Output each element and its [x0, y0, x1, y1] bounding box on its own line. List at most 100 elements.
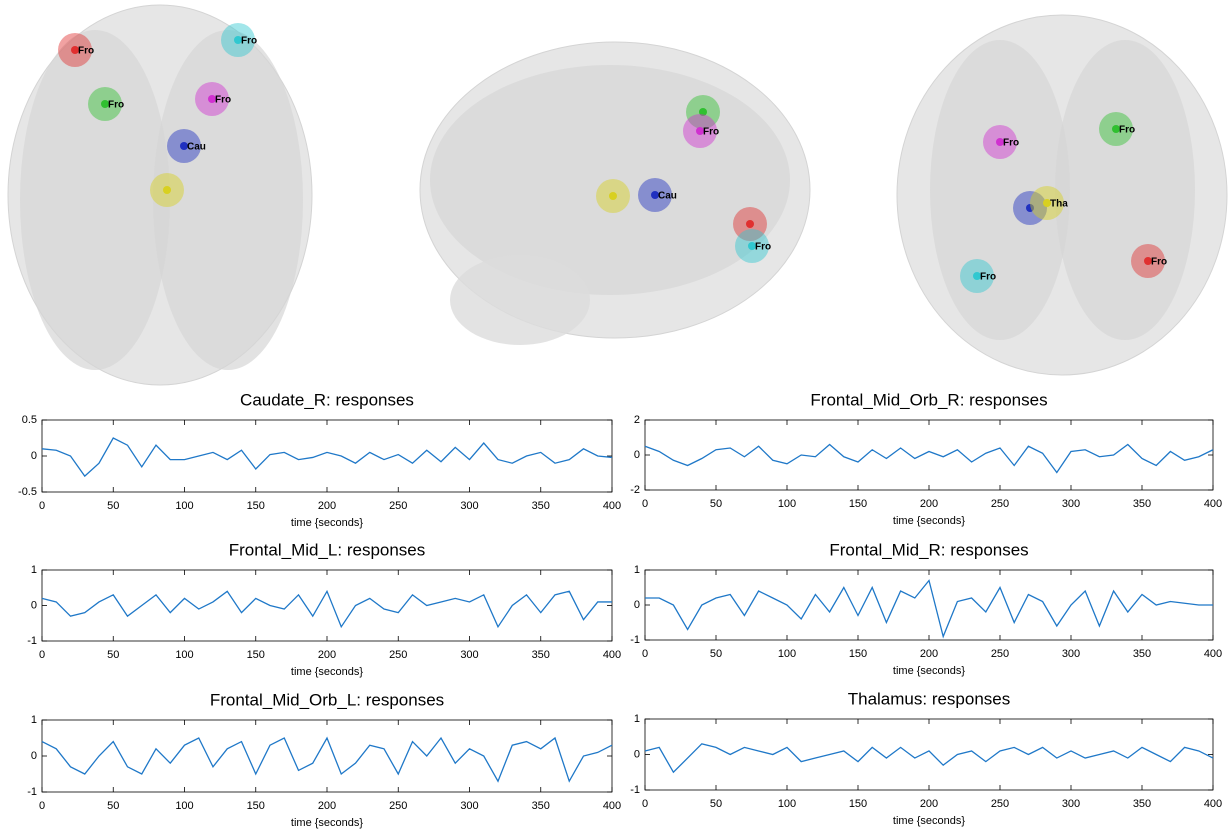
x-tick-label: 400 — [1204, 498, 1222, 510]
x-tick-label: 50 — [710, 498, 722, 510]
node-label: Fro — [1003, 138, 1019, 149]
x-tick-label: 350 — [1133, 648, 1151, 660]
x-tick-label: 400 — [603, 800, 621, 812]
y-tick-label: -0.5 — [18, 486, 37, 498]
node-label: Fro — [755, 242, 771, 253]
x-tick-label: 300 — [460, 500, 478, 512]
x-tick-label: 200 — [920, 648, 938, 660]
x-tick-label: 300 — [460, 800, 478, 812]
x-tick-label: 400 — [603, 649, 621, 661]
plot-area — [42, 570, 612, 641]
node-label: Cau — [187, 142, 206, 153]
node-label: Fro — [1119, 125, 1135, 136]
node-label: Fro — [241, 36, 257, 47]
x-tick-label: 200 — [318, 800, 336, 812]
chart-title: Frontal_Mid_L: responses — [229, 540, 426, 559]
node-label: Tha — [1050, 199, 1068, 210]
y-tick-label: 0 — [31, 750, 37, 762]
x-tick-label: 200 — [920, 498, 938, 510]
node-label: Fro — [703, 127, 719, 138]
x-tick-label: 0 — [642, 648, 648, 660]
x-tick-label: 150 — [849, 798, 867, 810]
x-axis-label: time {seconds} — [893, 815, 965, 827]
x-tick-label: 200 — [318, 500, 336, 512]
x-tick-label: 150 — [849, 498, 867, 510]
y-tick-label: 0.5 — [22, 414, 37, 426]
y-tick-label: -1 — [27, 786, 37, 798]
x-tick-label: 300 — [460, 649, 478, 661]
y-tick-label: 0 — [634, 748, 640, 760]
x-tick-label: 0 — [39, 800, 45, 812]
x-tick-label: 50 — [107, 649, 119, 661]
y-tick-label: 0 — [31, 450, 37, 462]
x-tick-label: 350 — [1133, 498, 1151, 510]
node-center — [163, 186, 171, 194]
x-tick-label: 300 — [1062, 498, 1080, 510]
chart: Caudate_R: responses time {seconds} 0 50 100… — [18, 390, 621, 528]
y-tick-label: -1 — [630, 634, 640, 646]
node-label: Fro — [78, 46, 94, 57]
y-tick-label: 1 — [634, 564, 640, 576]
x-tick-label: 0 — [642, 798, 648, 810]
node-label: Fro — [108, 100, 124, 111]
chart-title: Frontal_Mid_Orb_R: responses — [810, 390, 1047, 409]
x-tick-label: 400 — [1204, 648, 1222, 660]
x-tick-label: 300 — [1062, 798, 1080, 810]
node-center — [609, 192, 617, 200]
x-tick-label: 350 — [532, 500, 550, 512]
x-tick-label: 250 — [991, 498, 1009, 510]
chart-title: Frontal_Mid_R: responses — [829, 540, 1028, 559]
chart: Thalamus: responses time {seconds} 0 50 100 1… — [630, 689, 1222, 826]
x-tick-label: 200 — [920, 798, 938, 810]
chart: Frontal_Mid_Orb_L: responses time {second… — [27, 690, 621, 828]
node-label: Fro — [215, 95, 231, 106]
y-tick-label: 0 — [31, 599, 37, 611]
x-tick-label: 50 — [107, 800, 119, 812]
x-tick-label: 0 — [39, 649, 45, 661]
charts: Caudate_R: responsestime {seconds}050100… — [18, 390, 1222, 828]
x-tick-label: 350 — [532, 649, 550, 661]
x-tick-label: 250 — [991, 648, 1009, 660]
y-tick-label: 1 — [634, 713, 640, 725]
x-tick-label: 250 — [389, 649, 407, 661]
x-tick-label: 250 — [389, 800, 407, 812]
y-tick-label: 1 — [31, 714, 37, 726]
x-tick-label: 350 — [1133, 798, 1151, 810]
x-axis-label: time {seconds} — [291, 517, 363, 529]
x-tick-label: 150 — [849, 648, 867, 660]
x-tick-label: 100 — [175, 500, 193, 512]
x-tick-label: 100 — [175, 800, 193, 812]
x-tick-label: 100 — [778, 798, 796, 810]
x-tick-label: 0 — [642, 498, 648, 510]
node-label: Fro — [980, 272, 996, 283]
x-tick-label: 50 — [710, 798, 722, 810]
y-tick-label: 2 — [634, 414, 640, 426]
x-tick-label: 350 — [532, 800, 550, 812]
x-tick-label: 150 — [247, 649, 265, 661]
x-tick-label: 50 — [710, 648, 722, 660]
chart-title: Thalamus: responses — [848, 689, 1011, 708]
chart: Frontal_Mid_R: responses time {seconds} 0 5… — [630, 540, 1222, 676]
node-label: Fro — [1151, 257, 1167, 268]
node-center — [746, 220, 754, 228]
y-tick-label: -1 — [27, 635, 37, 647]
x-tick-label: 200 — [318, 649, 336, 661]
x-axis-label: time {seconds} — [291, 817, 363, 829]
x-tick-label: 150 — [247, 500, 265, 512]
x-axis-label: time {seconds} — [893, 515, 965, 527]
x-tick-label: 50 — [107, 500, 119, 512]
brain-node — [596, 179, 630, 213]
x-tick-label: 250 — [389, 500, 407, 512]
x-axis-label: time {seconds} — [291, 666, 363, 678]
plot-area — [645, 420, 1213, 490]
chart-title: Frontal_Mid_Orb_L: responses — [210, 690, 444, 709]
figure: FroFroFroFroCauFroCauFroFroFroThaFroFro … — [0, 0, 1232, 839]
y-tick-label: 0 — [634, 449, 640, 461]
x-tick-label: 100 — [778, 648, 796, 660]
x-tick-label: 400 — [603, 500, 621, 512]
chart-title: Caudate_R: responses — [240, 390, 414, 409]
x-tick-label: 300 — [1062, 648, 1080, 660]
x-tick-label: 250 — [991, 798, 1009, 810]
x-tick-label: 400 — [1204, 798, 1222, 810]
x-axis-label: time {seconds} — [893, 665, 965, 677]
